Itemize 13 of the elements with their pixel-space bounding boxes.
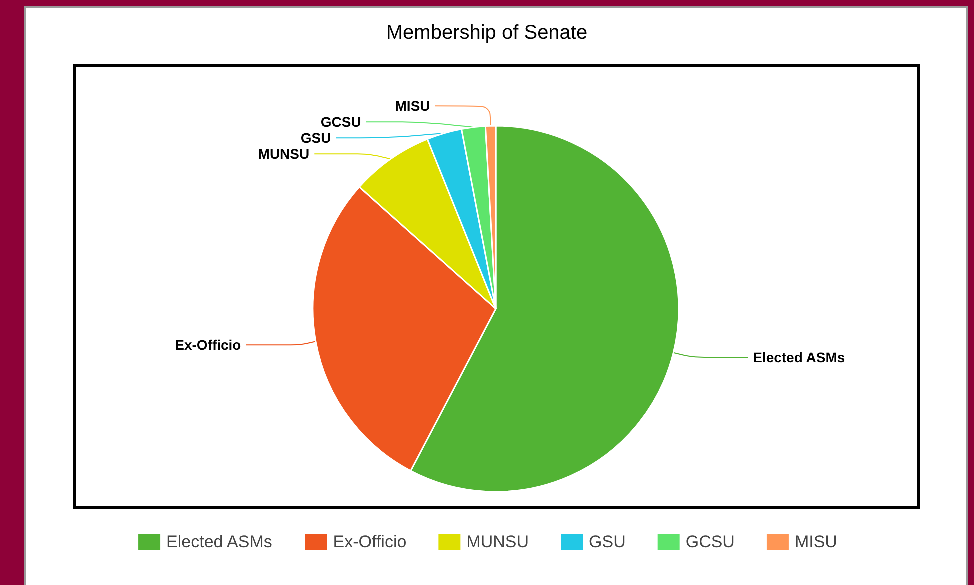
legend-label: Ex-Officio bbox=[333, 532, 407, 552]
slice-label: GSU bbox=[300, 130, 332, 146]
legend-label: MISU bbox=[794, 532, 838, 552]
slice-label: GCSU bbox=[320, 114, 362, 130]
legend-label: MUNSU bbox=[466, 532, 530, 552]
slice-label: MISU bbox=[395, 98, 430, 114]
slice-label: MUNSU bbox=[258, 146, 310, 162]
chart-title: Membership of Senate bbox=[386, 22, 588, 44]
legend-label: GCSU bbox=[686, 532, 735, 552]
slice-label: Ex-Officio bbox=[175, 337, 242, 354]
legend-label: GSU bbox=[589, 532, 626, 552]
slice-label: Elected ASMs bbox=[753, 350, 846, 366]
legend-label: Elected ASMs bbox=[166, 532, 272, 552]
